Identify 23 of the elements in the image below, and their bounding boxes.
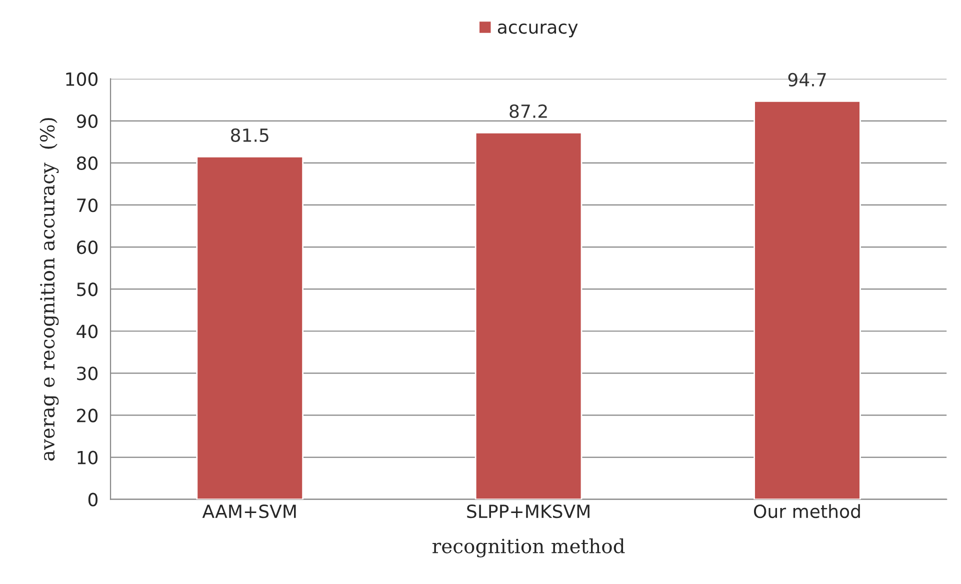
y-axis-title: averag e recognition accuracy (%) bbox=[40, 118, 59, 461]
legend-label: accuracy bbox=[498, 23, 578, 38]
y-tick-label: 10 bbox=[78, 450, 98, 464]
bar bbox=[196, 156, 304, 500]
y-tick-label: 20 bbox=[77, 408, 98, 422]
data-label: 87.2 bbox=[510, 104, 547, 118]
y-tick-label: 40 bbox=[76, 324, 98, 338]
bar bbox=[474, 132, 582, 500]
y-tick-label: 60 bbox=[76, 240, 98, 254]
y-tick-label: 100 bbox=[66, 72, 98, 86]
x-tick-label: SLPP+MKSVM bbox=[467, 504, 590, 518]
y-tick-label: 70 bbox=[77, 198, 98, 212]
y-tick-label: 30 bbox=[77, 366, 98, 380]
y-tick-label: 80 bbox=[76, 156, 98, 170]
x-axis-title: recognition method bbox=[432, 538, 625, 558]
y-tick-label: 0 bbox=[88, 492, 98, 506]
bar bbox=[754, 100, 861, 500]
x-tick-label: AAM+SVM bbox=[202, 504, 296, 518]
data-label: 94.7 bbox=[788, 72, 826, 87]
data-label: 81.5 bbox=[230, 128, 268, 142]
y-tick-label: 90 bbox=[76, 114, 98, 128]
x-tick-label: Our method bbox=[754, 504, 860, 518]
y-tick-label: 50 bbox=[77, 282, 98, 296]
